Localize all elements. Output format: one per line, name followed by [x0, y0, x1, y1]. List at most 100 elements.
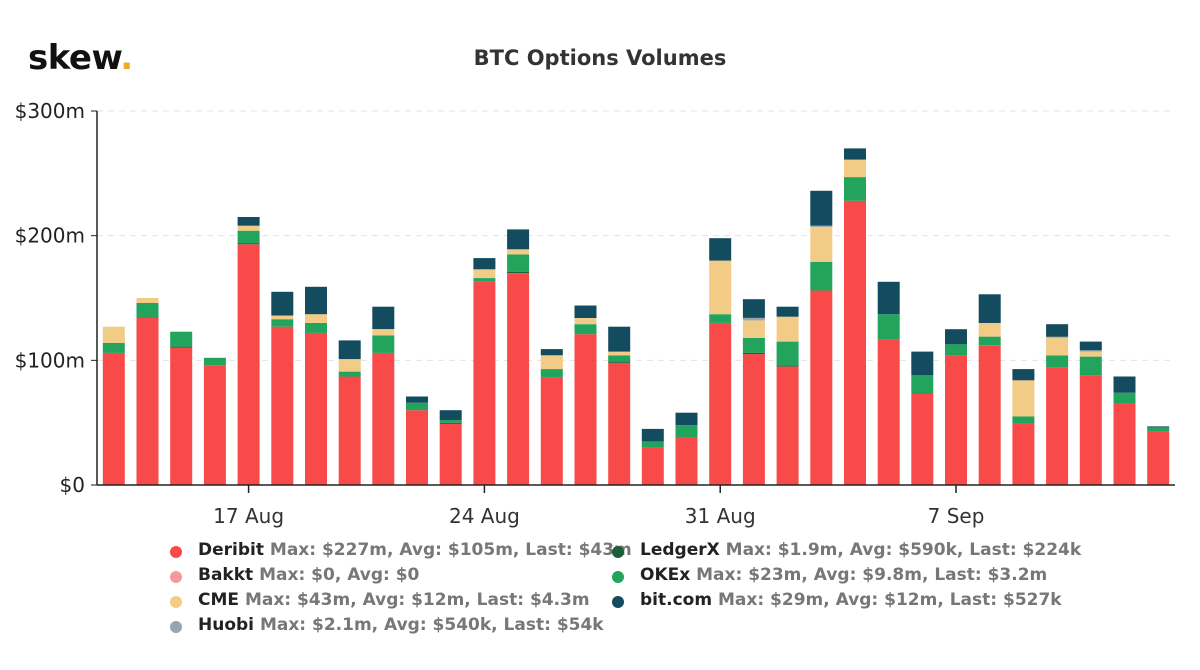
bar-segment-cme — [574, 317, 597, 325]
bar-segment-deribit — [439, 423, 462, 485]
bar-segment-bitcom — [406, 396, 428, 403]
bar-segment-okex — [810, 261, 833, 291]
chart-title: BTC Options Volumes — [473, 46, 727, 70]
y-tick-label: $100m — [15, 348, 85, 372]
bar-segment-bitcom — [574, 305, 597, 318]
bar-segment-bitcom — [776, 306, 799, 317]
bar-segment-okex — [945, 344, 967, 356]
bar-segment-okex — [203, 357, 226, 366]
skew-logo: skew. — [28, 38, 133, 78]
legend-marker-ledgerx — [612, 546, 624, 558]
bar-segment-okex — [1046, 355, 1069, 368]
bar-segment-huobi — [1079, 350, 1102, 352]
bar-segment-bitcom — [911, 351, 934, 376]
bar-segment-cme — [473, 269, 496, 278]
bar-segment-okex — [978, 336, 1001, 346]
bar-segment-deribit — [1079, 375, 1102, 485]
bar-segment-okex — [608, 355, 631, 362]
legend-marker-deribit — [170, 546, 182, 558]
bar-segment-okex — [439, 420, 462, 423]
bar-segment-ledgerx — [439, 422, 462, 424]
bar-segment-bitcom — [372, 306, 395, 330]
bar-segment-cme — [305, 314, 327, 323]
bar-segment-deribit — [102, 352, 125, 485]
bar-segment-deribit — [540, 377, 563, 485]
bar-segment-bitcom — [608, 326, 631, 352]
bar-segment-huobi — [1046, 336, 1069, 338]
bar-segment-bitcom — [237, 217, 260, 226]
bar-segment-deribit — [136, 317, 159, 485]
x-tick-label: 7 Sep — [928, 504, 985, 528]
bar-segment-bitcom — [1012, 369, 1035, 381]
bar-segment-bitcom — [271, 291, 294, 316]
y-tick-label: $200m — [15, 224, 85, 248]
bar-segment-deribit — [237, 244, 260, 485]
legend-name: CME — [198, 590, 240, 610]
bar-segment-ledgerx — [608, 361, 631, 363]
bar-segment-okex — [877, 314, 900, 340]
bar-segment-okex — [136, 303, 159, 318]
legend-name: bit.com — [640, 590, 713, 610]
bar-segment-okex — [170, 331, 193, 347]
x-tick-label: 31 Aug — [685, 504, 756, 528]
bar-segment-okex — [709, 314, 732, 323]
bar-segment-bitcom — [1113, 376, 1136, 393]
bar-segment-cme — [978, 322, 1001, 337]
bar-segment-deribit — [574, 334, 597, 485]
bar-segment-bitcom — [945, 329, 967, 345]
bar-segment-okex — [742, 337, 765, 353]
bar-segment-bitcom — [877, 281, 900, 315]
logo-text: skew — [28, 38, 121, 78]
bar-segment-okex — [102, 342, 125, 353]
bar-segment-deribit — [1012, 423, 1035, 485]
bar-segment-deribit — [877, 339, 900, 485]
bar-segment-bitcom — [742, 299, 765, 318]
legend-marker-huobi — [170, 621, 182, 633]
bar-segment-deribit — [1113, 404, 1136, 485]
bar-segment-bitcom — [507, 229, 530, 250]
bar-segment-bitcom — [844, 148, 866, 160]
bar-segment-bitcom — [540, 349, 563, 356]
bar-segment-bitcom — [978, 294, 1001, 323]
bar-segment-deribit — [338, 376, 361, 485]
bar-segment-okex — [1113, 392, 1136, 404]
bar-segment-deribit — [305, 332, 327, 485]
legend-marker-bakkt — [170, 571, 182, 583]
bar-segment-cme — [1079, 351, 1102, 357]
legend-stats: Max: $43m, Avg: $12m, Last: $4.3m — [244, 590, 590, 610]
bar-segment-okex — [237, 230, 260, 244]
bar-segment-deribit — [641, 447, 664, 485]
bar-segment-cme — [102, 326, 125, 343]
bar-segment-cme — [776, 316, 799, 342]
bar-segment-bitcom — [1079, 341, 1102, 351]
bar-segment-deribit — [978, 345, 1001, 485]
bar-segment-deribit — [203, 365, 226, 485]
bar-segment-deribit — [844, 200, 866, 486]
y-tick-label: $0 — [60, 473, 85, 497]
legend-marker-bitcom — [612, 596, 624, 608]
bar-segment-okex — [641, 441, 664, 448]
bar-segment-cme — [1012, 380, 1035, 417]
legend-name: Bakkt — [198, 565, 254, 585]
bar-segment-deribit — [1147, 431, 1170, 485]
bar-segment-deribit — [675, 437, 698, 485]
bar-segment-ledgerx — [742, 352, 765, 355]
bar-segment-deribit — [911, 394, 934, 485]
bar-segment-deribit — [945, 355, 967, 485]
bar-segment-bitcom — [338, 340, 361, 360]
bar-segment-bitcom — [305, 286, 327, 315]
bar-segment-bitcom — [709, 238, 732, 261]
x-tick-label: 24 Aug — [449, 504, 520, 528]
bar-segment-okex — [338, 371, 361, 377]
legend-marker-okex — [612, 571, 624, 583]
bar-segment-deribit — [473, 281, 496, 485]
bar-segment-cme — [742, 320, 765, 338]
bar-segment-okex — [406, 402, 428, 411]
bar-segment-ledgerx — [507, 271, 530, 273]
bar-segment-cme — [608, 351, 631, 356]
bar-segment-deribit — [507, 273, 530, 485]
bar-segment-okex — [1079, 356, 1102, 376]
legend-stats: Max: $2.1m, Avg: $540k, Last: $54k — [259, 615, 604, 635]
bar-segment-cme — [810, 226, 833, 262]
legend-stats: Max: $29m, Avg: $12m, Last: $527k — [717, 590, 1062, 610]
